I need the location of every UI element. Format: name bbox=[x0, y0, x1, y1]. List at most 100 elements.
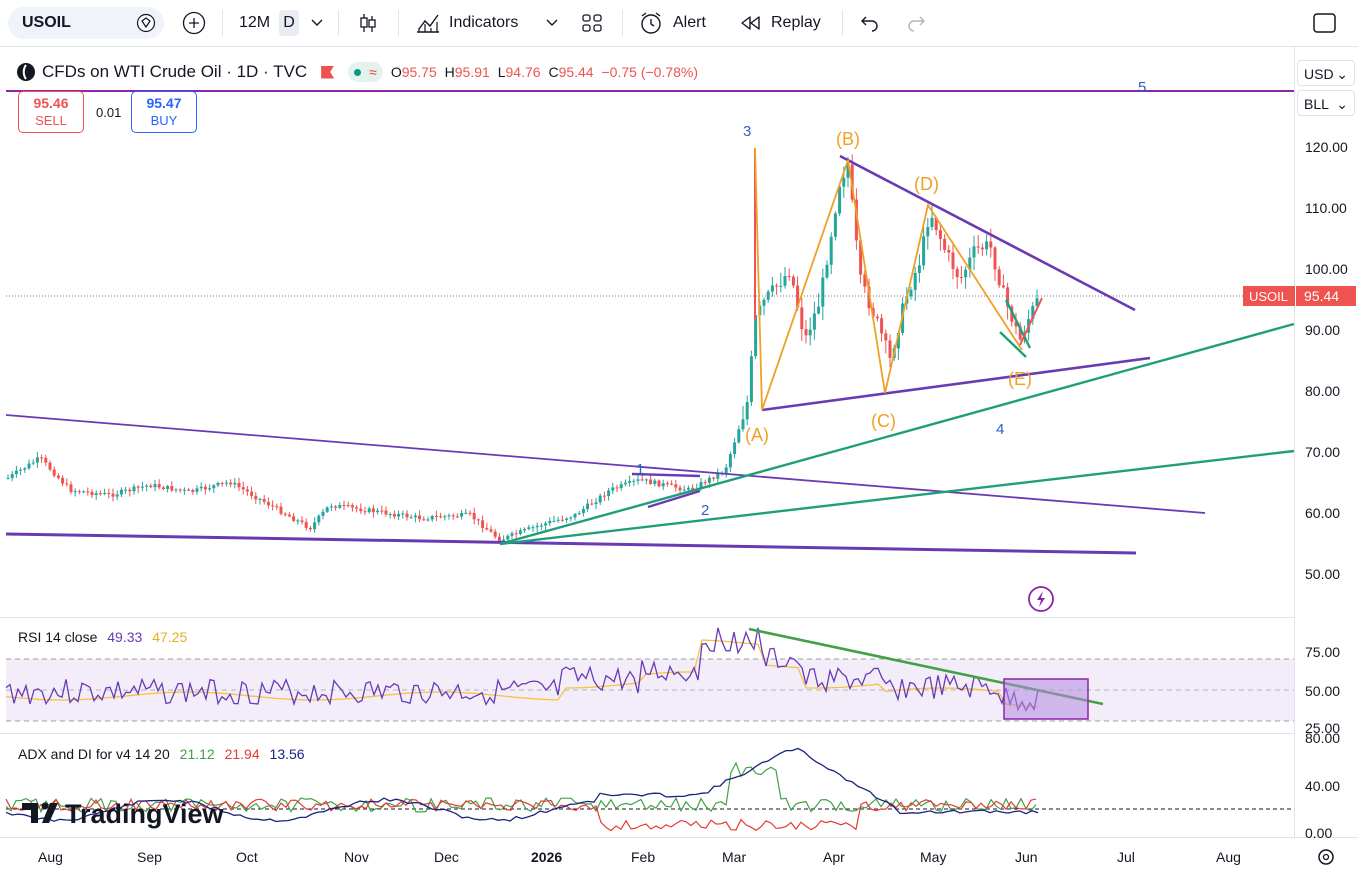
candle-body bbox=[86, 491, 90, 493]
rsi-legend[interactable]: RSI 14 close 49.33 47.25 bbox=[18, 629, 187, 645]
undo-icon[interactable] bbox=[859, 13, 881, 33]
candle-body bbox=[947, 249, 951, 253]
candle-body bbox=[203, 486, 207, 490]
candle-body bbox=[745, 402, 749, 420]
adx-legend[interactable]: ADX and DI for v4 14 20 21.12 21.94 13.5… bbox=[18, 746, 305, 762]
green-trendline-shallow[interactable] bbox=[499, 449, 1295, 546]
candle-body bbox=[212, 485, 216, 489]
indicators-button[interactable]: Indicators bbox=[449, 14, 519, 31]
candle-body bbox=[170, 485, 174, 491]
chart-legend[interactable]: CFDs on WTI Crude Oil · 1D · TVC ≈ O95.7… bbox=[16, 62, 698, 82]
lower-channel-line[interactable] bbox=[5, 532, 1137, 555]
wave2-line[interactable] bbox=[647, 489, 701, 509]
green-trendline-steep[interactable] bbox=[499, 322, 1295, 546]
upper-channel-line[interactable] bbox=[5, 414, 1206, 514]
replay-button[interactable]: Replay bbox=[771, 14, 821, 31]
price-axis[interactable]: 120.00 110.00 100.00 90.00 80.00 70.00 6… bbox=[1305, 139, 1348, 582]
candle-body bbox=[581, 508, 585, 514]
candle-body bbox=[191, 489, 195, 492]
redo-icon[interactable] bbox=[905, 13, 927, 33]
settings-gear-icon[interactable] bbox=[1318, 849, 1334, 865]
add-symbol-icon[interactable] bbox=[182, 11, 206, 35]
triangle-lower-line[interactable] bbox=[761, 356, 1151, 412]
alert-clock-icon[interactable] bbox=[638, 10, 664, 36]
candle-body bbox=[308, 527, 312, 530]
candle-body bbox=[65, 483, 69, 485]
candle-body bbox=[993, 247, 997, 270]
wave-label-c: (C) bbox=[871, 411, 896, 431]
compare-diamond-icon[interactable] bbox=[136, 13, 156, 33]
candle-body bbox=[611, 487, 615, 491]
time-tick: Apr bbox=[823, 849, 845, 865]
candle-body bbox=[266, 501, 270, 506]
low-value: 94.76 bbox=[505, 64, 541, 80]
abcde-wave-path[interactable] bbox=[754, 147, 1023, 411]
chevron-down-icon[interactable] bbox=[310, 17, 324, 29]
candle-body bbox=[476, 519, 480, 521]
candle-body bbox=[716, 473, 720, 479]
candle-body bbox=[749, 356, 753, 403]
trendlines[interactable] bbox=[5, 147, 1295, 555]
candle-body bbox=[934, 217, 938, 231]
interval-12m[interactable]: 12M bbox=[239, 14, 271, 31]
price-chart[interactable]: 1 2 3 4 5 (A) (B) (C) (D) (E) 120.00 110… bbox=[0, 47, 1358, 879]
last-symbol-badge bbox=[1243, 286, 1295, 306]
candle-body bbox=[565, 518, 569, 521]
candle-body bbox=[846, 164, 850, 178]
flag-icon[interactable] bbox=[321, 65, 335, 79]
candle-body bbox=[10, 474, 14, 478]
price-tick: 80.00 bbox=[1305, 383, 1340, 399]
candle-body bbox=[787, 276, 791, 278]
rsi-ma-line bbox=[5, 639, 1039, 708]
symbol-name: USOIL bbox=[22, 14, 71, 31]
symbol-search[interactable]: USOIL bbox=[8, 7, 164, 39]
wave-label-b: (B) bbox=[836, 129, 860, 149]
green-small-line[interactable] bbox=[999, 331, 1027, 358]
sell-button[interactable]: 95.46 SELL bbox=[18, 91, 84, 133]
buy-button[interactable]: 95.47 BUY bbox=[131, 91, 197, 133]
candle-body bbox=[632, 480, 636, 482]
candle-body bbox=[346, 505, 350, 507]
candles-icon[interactable] bbox=[356, 11, 380, 35]
candle-body bbox=[485, 527, 489, 530]
candle-body bbox=[397, 513, 401, 517]
wave1-top-line[interactable] bbox=[631, 472, 701, 478]
red-small-line[interactable] bbox=[1019, 297, 1043, 346]
currency-selector[interactable]: USD ⌄ bbox=[1297, 60, 1355, 86]
candle-body bbox=[930, 217, 934, 228]
time-axis[interactable]: Aug Sep Oct Nov Dec 2026 Feb Mar Apr May… bbox=[38, 849, 1241, 865]
unit-selector[interactable]: BLL ⌄ bbox=[1297, 90, 1355, 116]
time-tick: Aug bbox=[1216, 849, 1241, 865]
market-status-pill[interactable]: ≈ bbox=[348, 62, 383, 82]
indicators-icon[interactable] bbox=[415, 11, 441, 35]
last-price-label: 95.44 bbox=[1304, 288, 1339, 304]
templates-grid-icon[interactable] bbox=[581, 12, 603, 34]
rsi-highlight-box[interactable] bbox=[1003, 678, 1089, 720]
triangle-upper-line[interactable] bbox=[839, 154, 1136, 312]
time-tick: Aug bbox=[38, 849, 63, 865]
buy-price: 95.47 bbox=[146, 95, 182, 111]
candle-body bbox=[136, 486, 140, 488]
event-lightning-icon[interactable] bbox=[1028, 586, 1054, 612]
candle-body bbox=[560, 519, 564, 521]
candle-body bbox=[220, 482, 224, 484]
candle-body bbox=[90, 491, 94, 496]
fullscreen-icon[interactable] bbox=[1312, 11, 1338, 35]
candle-body bbox=[233, 482, 237, 485]
rsi-axis: 75.00 50.00 25.00 bbox=[1305, 644, 1340, 736]
interval-d[interactable]: D bbox=[279, 10, 299, 36]
candle-body bbox=[703, 482, 707, 484]
candle-body bbox=[69, 484, 73, 493]
chevron-down-icon[interactable] bbox=[545, 17, 559, 29]
replay-icon[interactable] bbox=[738, 13, 762, 33]
candle-body bbox=[82, 491, 86, 493]
candle-body bbox=[287, 514, 291, 517]
time-tick: Jun bbox=[1015, 849, 1038, 865]
watermark-text: TradingView bbox=[65, 799, 225, 829]
candle-body bbox=[14, 470, 18, 475]
alert-button[interactable]: Alert bbox=[673, 14, 706, 31]
green-small-line-2[interactable] bbox=[1004, 299, 1032, 349]
rsi-line bbox=[5, 627, 1039, 712]
time-tick: Sep bbox=[137, 849, 162, 865]
candle-body bbox=[863, 274, 867, 287]
